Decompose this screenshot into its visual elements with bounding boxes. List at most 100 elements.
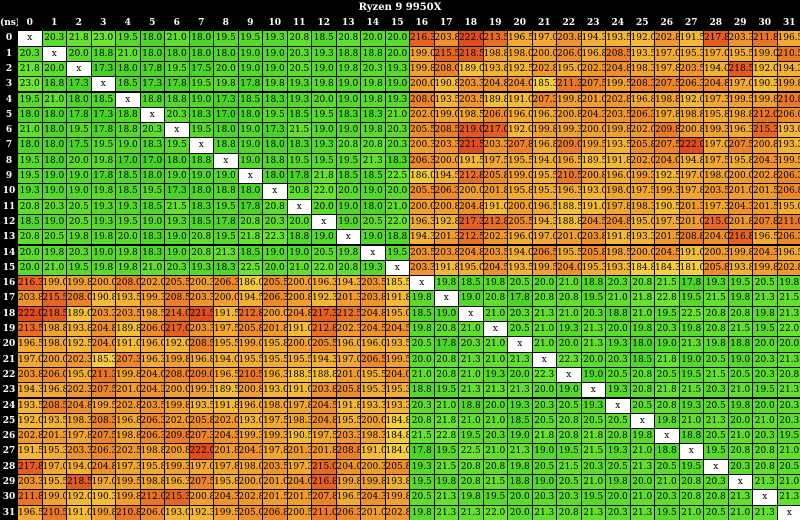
heatmap-cell: 20.8 bbox=[557, 506, 581, 520]
heatmap-cell: 19.0 bbox=[67, 169, 91, 183]
heatmap-cell: 19.5 bbox=[729, 276, 753, 290]
heatmap-cell: 204.0 bbox=[141, 368, 165, 382]
heatmap-cell: 19.0 bbox=[337, 200, 361, 214]
heatmap-cell: 18.8 bbox=[729, 337, 753, 351]
heatmap-cell: 195.5 bbox=[288, 353, 312, 367]
heatmap-cell: 20.8 bbox=[239, 215, 263, 229]
heatmap-cell: 199.5 bbox=[778, 154, 800, 168]
heatmap-cell: 207.5 bbox=[655, 138, 679, 152]
heatmap-cell: 202.8 bbox=[116, 399, 140, 413]
heatmap-cell: 17.8 bbox=[214, 215, 238, 229]
heatmap-cell: 18.5 bbox=[116, 184, 140, 198]
heatmap-cell: 202.3 bbox=[582, 62, 606, 76]
heatmap-cell: 200.0 bbox=[214, 291, 238, 305]
heatmap-cell: 195.3 bbox=[582, 261, 606, 275]
diagonal-cell: x bbox=[18, 31, 42, 45]
column-header: 6 bbox=[165, 16, 189, 31]
heatmap-cell: 19.8 bbox=[92, 230, 116, 244]
heatmap-cell: 19.0 bbox=[190, 93, 214, 107]
heatmap-cell: 18.8 bbox=[92, 47, 116, 61]
heatmap-cell: 196.8 bbox=[116, 414, 140, 428]
column-header: 28 bbox=[704, 16, 728, 31]
heatmap-cell: 215.5 bbox=[435, 47, 459, 61]
column-header: 15 bbox=[386, 16, 410, 31]
heatmap-cell: 199.5 bbox=[190, 383, 214, 397]
heatmap-cell: 21.0 bbox=[165, 31, 189, 45]
heatmap-cell: 20.8 bbox=[484, 291, 508, 305]
heatmap-cell: 19.8 bbox=[337, 246, 361, 260]
heatmap-cell: 191.8 bbox=[435, 261, 459, 275]
heatmap-cell: 20.8 bbox=[410, 414, 434, 428]
heatmap-cell: 21.0 bbox=[606, 291, 630, 305]
heatmap-cell: 197.0 bbox=[704, 47, 728, 61]
heatmap-cell: 199.8 bbox=[67, 276, 91, 290]
heatmap-cell: 202.8 bbox=[533, 62, 557, 76]
column-header: 30 bbox=[753, 16, 777, 31]
row-header: 2 bbox=[0, 62, 18, 76]
heatmap-cell: 184.8 bbox=[386, 429, 410, 443]
heatmap-cell: 206.0 bbox=[557, 47, 581, 61]
heatmap-cell: 19.0 bbox=[435, 307, 459, 321]
heatmap-cell: 17.8 bbox=[141, 62, 165, 76]
heatmap-cell: 20.8 bbox=[557, 414, 581, 428]
column-header: 4 bbox=[116, 16, 140, 31]
heatmap-cell: 18.0 bbox=[263, 138, 287, 152]
heatmap-cell: 205.8 bbox=[386, 460, 410, 474]
heatmap-cell: 205.5 bbox=[165, 276, 189, 290]
heatmap-cell: 205.8 bbox=[190, 414, 214, 428]
heatmap-cell: 191.0 bbox=[116, 337, 140, 351]
heatmap-cell: 19.5 bbox=[263, 108, 287, 122]
heatmap-cell: 208.0 bbox=[116, 276, 140, 290]
heatmap-cell: 20.8 bbox=[729, 307, 753, 321]
heatmap-cell: 207.5 bbox=[190, 475, 214, 489]
heatmap-cell: 204.0 bbox=[704, 230, 728, 244]
heatmap-cell: 18.5 bbox=[508, 414, 532, 428]
heatmap-cell: 18.5 bbox=[141, 200, 165, 214]
heatmap-cell: 199.8 bbox=[778, 77, 800, 91]
heatmap-cell: 21.0 bbox=[386, 200, 410, 214]
heatmap-cell: 19.5 bbox=[214, 230, 238, 244]
heatmap-cell: 198.3 bbox=[361, 429, 385, 443]
heatmap-cell: 20.3 bbox=[606, 506, 630, 520]
heatmap-cell: 201.3 bbox=[680, 200, 704, 214]
heatmap-cell: 19.8 bbox=[361, 77, 385, 91]
heatmap-cell: 20.8 bbox=[337, 31, 361, 45]
heatmap-cell: 21.3 bbox=[484, 383, 508, 397]
heatmap-cell: 194.3 bbox=[582, 31, 606, 45]
heatmap-cell: 19.8 bbox=[435, 475, 459, 489]
heatmap-cell: 19.8 bbox=[410, 506, 434, 520]
diagonal-cell: x bbox=[410, 276, 434, 290]
heatmap-cell: 18.0 bbox=[165, 154, 189, 168]
heatmap-cell: 212.0 bbox=[141, 490, 165, 504]
heatmap-cell: 202.0 bbox=[631, 123, 655, 137]
heatmap-cell: 18.8 bbox=[655, 444, 679, 458]
heatmap-cell: 21.3 bbox=[214, 246, 238, 260]
row-header: 16 bbox=[0, 276, 18, 290]
heatmap-cell: 196.5 bbox=[557, 154, 581, 168]
heatmap-cell: 20.8 bbox=[361, 138, 385, 152]
diagonal-cell: x bbox=[141, 108, 165, 122]
heatmap-cell: 192.0 bbox=[508, 123, 532, 137]
heatmap-cell: 204.5 bbox=[386, 322, 410, 336]
heatmap-cell: 203.5 bbox=[361, 276, 385, 290]
heatmap-cell: 19.0 bbox=[214, 169, 238, 183]
column-header: 14 bbox=[361, 16, 385, 31]
heatmap-cell: 19.5 bbox=[557, 444, 581, 458]
heatmap-cell: 200.8 bbox=[680, 123, 704, 137]
heatmap-cell: 202.8 bbox=[753, 169, 777, 183]
heatmap-cell: 19.0 bbox=[312, 62, 336, 76]
row-header: 24 bbox=[0, 399, 18, 413]
heatmap-cell: 195.8 bbox=[704, 108, 728, 122]
heatmap-cell: 195.8 bbox=[263, 337, 287, 351]
heatmap-cell: 19.8 bbox=[43, 246, 67, 260]
heatmap-cell: 20.8 bbox=[337, 138, 361, 152]
heatmap-cell: 19.5 bbox=[312, 108, 336, 122]
heatmap-cell: 19.3 bbox=[557, 322, 581, 336]
heatmap-cell: 20.8 bbox=[704, 322, 728, 336]
heatmap-cell: 206.0 bbox=[484, 108, 508, 122]
heatmap-cell: 198.8 bbox=[43, 322, 67, 336]
heatmap-cell: 195.0 bbox=[386, 307, 410, 321]
heatmap-cell: 18.3 bbox=[214, 261, 238, 275]
column-header: 21 bbox=[533, 16, 557, 31]
heatmap-cell: 198.3 bbox=[67, 414, 91, 428]
